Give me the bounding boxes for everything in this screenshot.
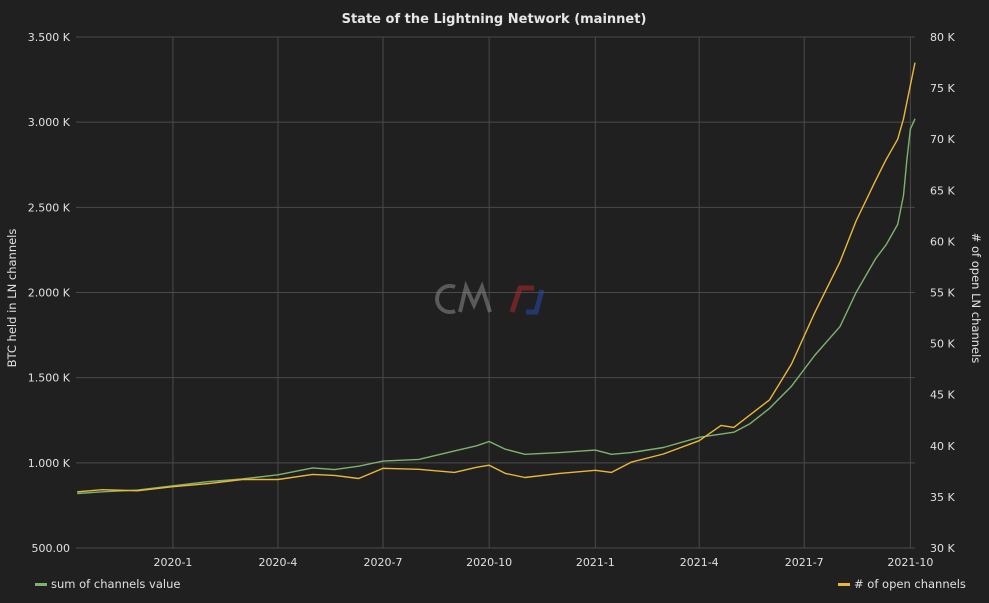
legend-swatch-value: [35, 583, 47, 586]
left-tick-label: 500.00: [32, 542, 71, 555]
x-tick-label: 2021-1: [576, 556, 615, 569]
legend-label-value: sum of channels value: [51, 577, 180, 591]
x-tick-label: 2020-4: [258, 556, 297, 569]
watermark-red-mark: [509, 285, 534, 313]
grid: [76, 36, 915, 549]
watermark: [435, 280, 545, 315]
legend-item-channels[interactable]: # of open channels: [838, 577, 966, 591]
right-tick-label: 30 K: [930, 542, 955, 555]
left-tick-label: 2.000 K: [28, 287, 71, 300]
right-tick-label: 75 K: [930, 82, 955, 95]
watermark-m-mark: [458, 280, 492, 313]
right-tick-label: 65 K: [930, 184, 955, 197]
watermark-blue-mark: [526, 289, 545, 315]
x-tick-label: 2021-10: [887, 556, 933, 569]
left-tick-label: 3.500 K: [28, 31, 71, 44]
right-axis-ticks: 30 K 35 K 40 K 45 K 50 K 55 K 60 K 65 K 70 K 75 K…: [930, 31, 955, 555]
right-tick-label: 45 K: [930, 389, 955, 402]
right-tick-label: 80 K: [930, 31, 955, 44]
x-tick-label: 2020-10: [466, 556, 512, 569]
right-axis-label: # of open LN channels: [969, 233, 983, 364]
series-line-value: [77, 118, 916, 495]
series-lines: [77, 62, 916, 495]
right-tick-label: 70 K: [930, 133, 955, 146]
x-tick-label: 2021-7: [785, 556, 824, 569]
right-tick-label: 55 K: [930, 287, 955, 300]
right-tick-label: 40 K: [930, 440, 955, 453]
left-axis-ticks: 500.00 1.000 K 1.500 K 2.000 K 2.500 K 3.000 …: [28, 31, 71, 555]
left-tick-label: 1.000 K: [28, 457, 71, 470]
x-tick-label: 2020-1: [153, 556, 192, 569]
watermark-c-mark: [435, 284, 456, 314]
right-tick-label: 60 K: [930, 235, 955, 248]
legend-label-channels: # of open channels: [854, 577, 966, 591]
x-tick-label: 2020-7: [363, 556, 402, 569]
x-axis-ticks: 2020-1 2020-4 2020-7 2020-10 2021-1 2021-4 202…: [153, 556, 933, 569]
left-tick-label: 1.500 K: [28, 372, 71, 385]
chart-title: State of the Lightning Network (mainnet): [342, 12, 647, 27]
left-tick-label: 2.500 K: [28, 201, 71, 214]
left-axis-label: BTC held in LN channels: [5, 229, 19, 368]
legend-item-value[interactable]: sum of channels value: [35, 577, 180, 591]
left-tick-label: 3.000 K: [28, 116, 71, 129]
legend-swatch-channels: [838, 583, 850, 586]
right-tick-label: 50 K: [930, 338, 955, 351]
x-tick-label: 2021-4: [680, 556, 719, 569]
right-tick-label: 35 K: [930, 491, 955, 504]
series-line-channels: [77, 62, 916, 493]
